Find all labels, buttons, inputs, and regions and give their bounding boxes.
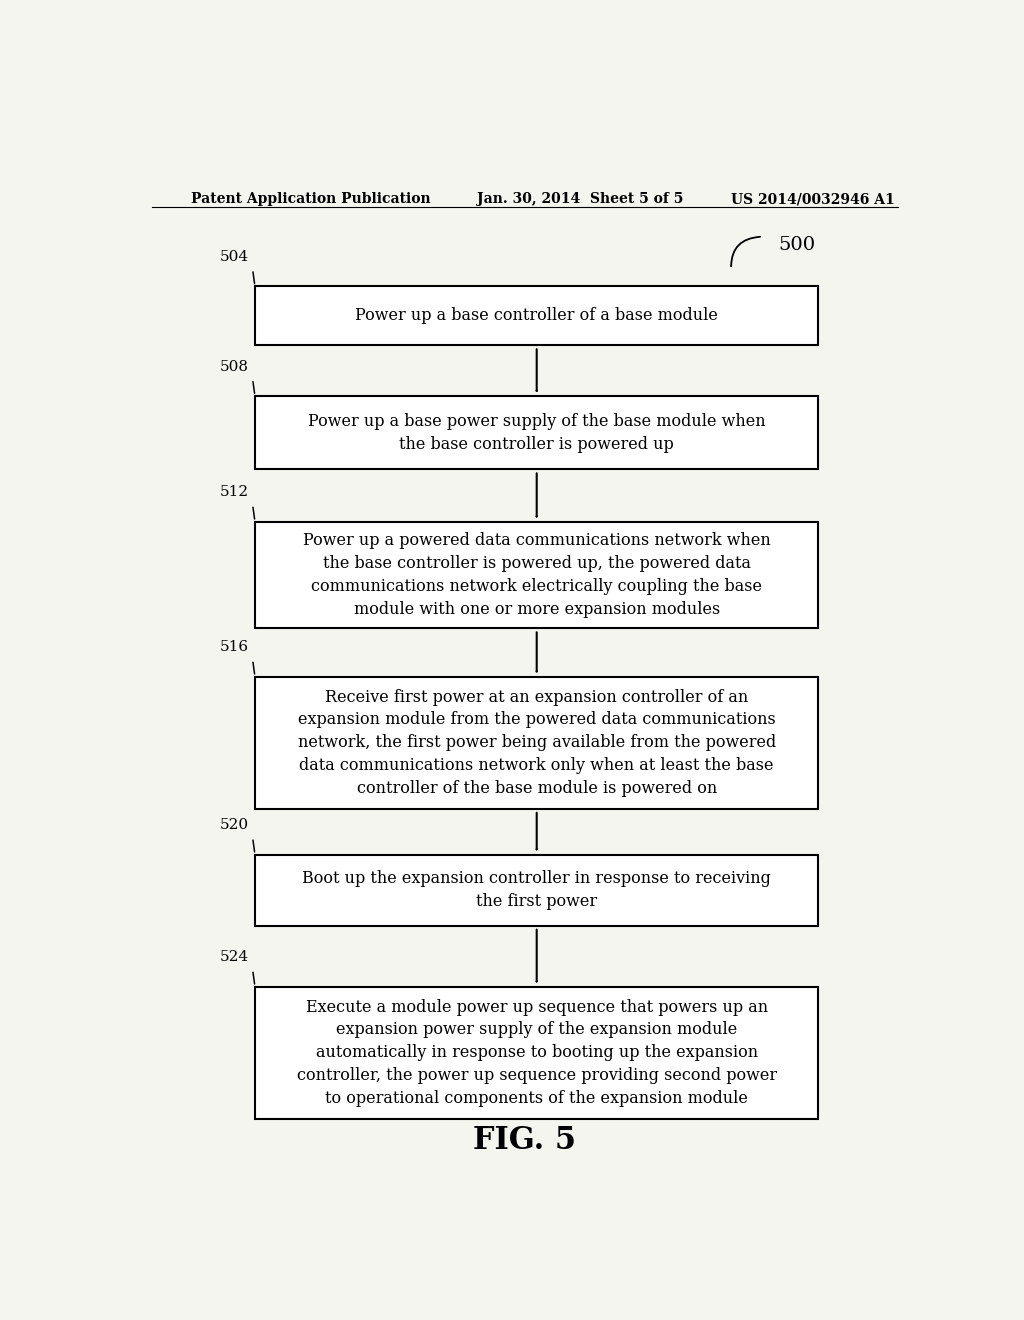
Text: Execute a module power up sequence that powers up an
expansion power supply of t: Execute a module power up sequence that … bbox=[297, 999, 777, 1107]
Text: Power up a powered data communications network when
the base controller is power: Power up a powered data communications n… bbox=[303, 532, 771, 618]
Text: 520: 520 bbox=[219, 818, 249, 833]
Text: Power up a base power supply of the base module when
the base controller is powe: Power up a base power supply of the base… bbox=[308, 413, 766, 453]
FancyArrowPatch shape bbox=[731, 236, 760, 267]
Bar bbox=[255, 987, 818, 1119]
Text: 508: 508 bbox=[219, 360, 249, 374]
Text: FIG. 5: FIG. 5 bbox=[473, 1125, 577, 1156]
Text: 504: 504 bbox=[219, 249, 249, 264]
Bar bbox=[255, 677, 818, 809]
Bar bbox=[255, 286, 818, 346]
Text: 512: 512 bbox=[219, 486, 249, 499]
Text: Boot up the expansion controller in response to receiving
the first power: Boot up the expansion controller in resp… bbox=[302, 870, 771, 909]
Bar bbox=[255, 396, 818, 470]
Text: 516: 516 bbox=[219, 640, 249, 655]
Text: 500: 500 bbox=[778, 236, 816, 253]
Bar bbox=[255, 521, 818, 628]
Text: Power up a base controller of a base module: Power up a base controller of a base mod… bbox=[355, 308, 718, 325]
Text: 524: 524 bbox=[219, 950, 249, 965]
Text: Jan. 30, 2014  Sheet 5 of 5: Jan. 30, 2014 Sheet 5 of 5 bbox=[477, 191, 684, 206]
Text: Patent Application Publication: Patent Application Publication bbox=[191, 191, 431, 206]
Text: Receive first power at an expansion controller of an
expansion module from the p: Receive first power at an expansion cont… bbox=[298, 689, 776, 797]
Bar bbox=[255, 854, 818, 925]
Text: US 2014/0032946 A1: US 2014/0032946 A1 bbox=[731, 191, 895, 206]
